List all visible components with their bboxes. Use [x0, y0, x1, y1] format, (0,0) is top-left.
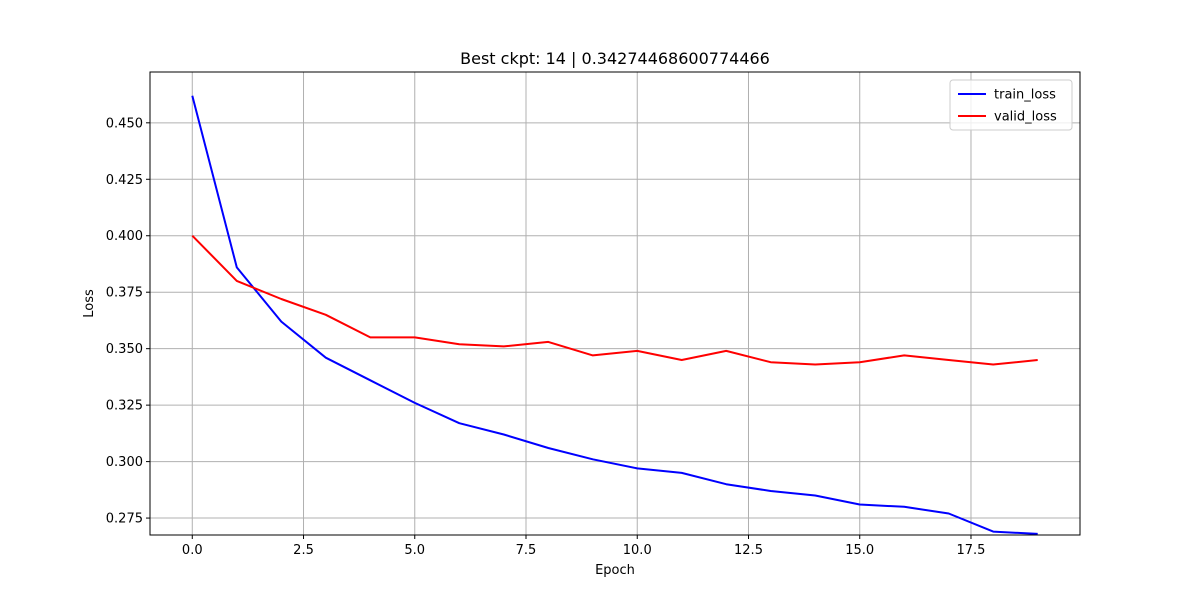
y-tick-label: 0.300	[106, 455, 143, 470]
y-tick-label: 0.275	[106, 512, 143, 527]
y-tick-label: 0.400	[106, 229, 143, 244]
series-lines	[191, 95, 1038, 535]
x-axis-ticks: 0.0 2.5 5.0 7.5 10.0 12.5 15.0 17.5	[182, 535, 986, 558]
y-tick-label: 0.350	[106, 342, 143, 357]
x-tick-label: 7.5	[516, 543, 537, 558]
y-tick-label: 0.425	[106, 173, 143, 188]
x-tick-label: 2.5	[293, 543, 314, 558]
grid-lines	[150, 72, 1080, 535]
y-tick-label: 0.375	[106, 286, 143, 301]
x-tick-label: 17.5	[957, 543, 986, 558]
plot-area-frame	[149, 71, 1081, 536]
x-tick-label: 0.0	[182, 543, 203, 558]
series-line-valid_loss	[191, 234, 1038, 366]
x-tick-label: 15.0	[845, 543, 874, 558]
x-tick-label: 10.0	[623, 543, 652, 558]
legend-box	[949, 79, 1073, 131]
legend-label-train_loss: train_loss	[994, 88, 1056, 103]
y-tick-label: 0.325	[106, 399, 143, 414]
y-axis-ticks: 0.275 0.300 0.325 0.350 0.375 0.400 0.425 0.450	[106, 116, 150, 527]
y-tick-label: 0.450	[106, 116, 143, 131]
legend: train_loss valid_loss	[949, 79, 1073, 131]
x-tick-label: 12.5	[734, 543, 763, 558]
series-line-train_loss	[191, 95, 1038, 535]
x-tick-label: 5.0	[404, 543, 425, 558]
y-axis-label: Loss	[82, 289, 97, 318]
x-axis-label: Epoch	[595, 563, 635, 578]
chart-title: Best ckpt: 14 | 0.34274468600774466	[460, 49, 770, 68]
legend-label-valid_loss: valid_loss	[994, 110, 1057, 125]
